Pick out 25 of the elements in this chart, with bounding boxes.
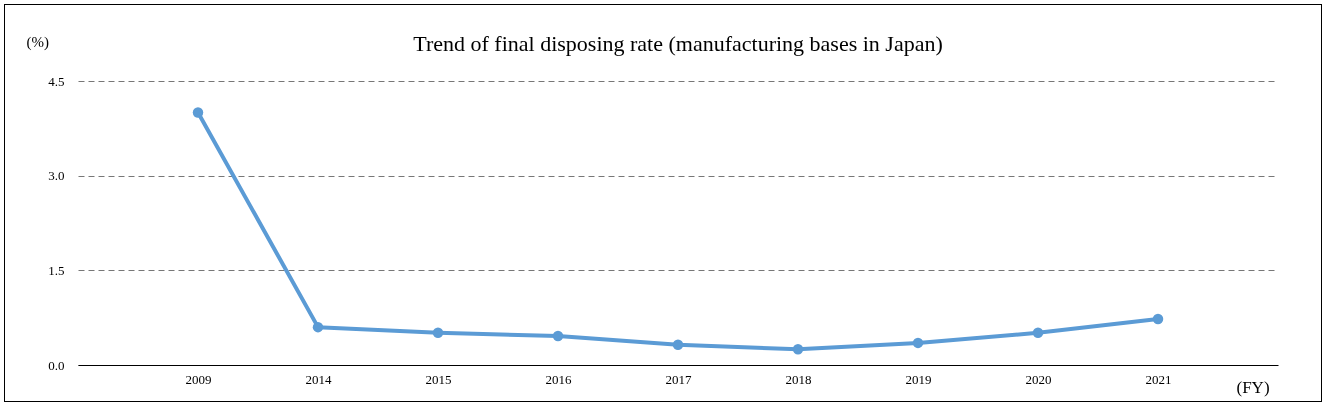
x-tick-label: 2020: [1025, 371, 1052, 387]
point: [1152, 313, 1164, 325]
chart-title: Trend of final disposing rate (manufacturing bases in Japan): [413, 31, 943, 56]
point: [912, 337, 924, 349]
y-axis-title: (%): [26, 33, 49, 51]
y-tick-label: 3.0: [48, 168, 65, 184]
point: [552, 330, 564, 342]
point: [312, 321, 324, 333]
x-tick-label: 2018: [785, 371, 812, 387]
x-tick-label: 2014: [305, 371, 332, 387]
x-tick-label: 2015: [425, 371, 452, 387]
point: [672, 339, 684, 351]
x-tick-label: 2016: [545, 371, 572, 387]
point: [432, 327, 444, 339]
x-tick-label: 2021: [1145, 371, 1172, 387]
point: [792, 343, 804, 355]
point: [1032, 327, 1044, 339]
point: [192, 107, 204, 118]
x-axis-title: (FY): [1236, 377, 1270, 397]
y-tick-label: 0.0: [48, 357, 65, 373]
x-tick-label: 2017: [665, 371, 692, 387]
y-tick-label: 4.5: [48, 73, 65, 89]
y-tick-label: 1.5: [48, 262, 65, 278]
x-tick-label: 2009: [185, 371, 212, 387]
x-tick-label: 2019: [905, 371, 932, 387]
